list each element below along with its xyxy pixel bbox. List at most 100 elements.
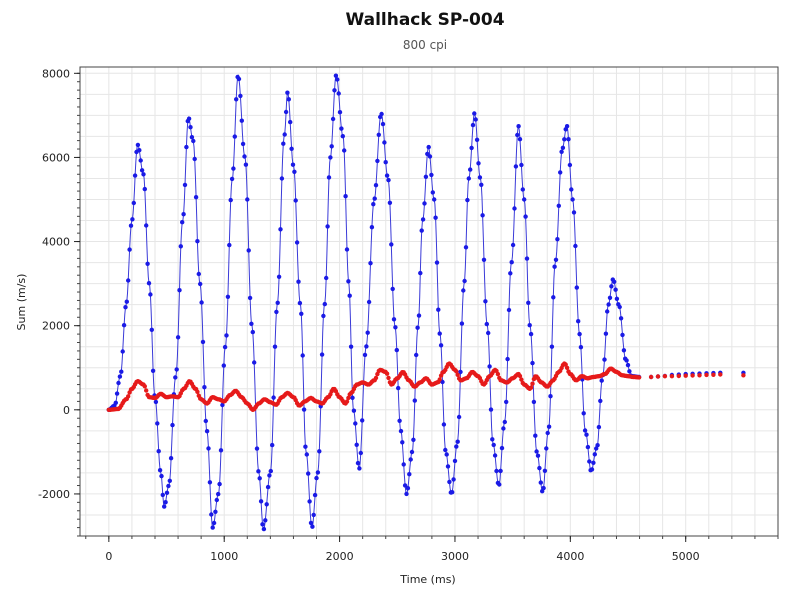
blue-data-point — [373, 183, 379, 188]
blue-data-point — [257, 476, 262, 481]
blue-data-point — [260, 522, 265, 527]
blue-data-point — [348, 344, 354, 349]
blue-data-point — [168, 456, 174, 461]
blue-data-point — [441, 422, 447, 427]
blue-data-point — [505, 356, 510, 362]
blue-data-point — [426, 144, 431, 150]
blue-data-point — [510, 242, 516, 248]
blue-data-point — [239, 118, 244, 123]
red-data-point — [697, 373, 702, 378]
blue-data-point — [375, 158, 380, 164]
blue-data-point — [263, 518, 268, 523]
red-data-point — [662, 374, 668, 379]
blue-data-point — [234, 97, 239, 102]
blue-data-point — [307, 499, 312, 504]
blue-data-point — [465, 197, 470, 203]
blue-data-point — [296, 279, 301, 284]
blue-data-point — [229, 176, 235, 182]
blue-data-point — [246, 248, 251, 253]
blue-data-point — [576, 319, 581, 324]
blue-data-point — [214, 497, 219, 503]
plot-frame — [79, 66, 779, 537]
red-data-point — [437, 377, 442, 382]
blue-data-point — [454, 444, 459, 449]
blue-data-point — [606, 302, 611, 307]
axes: -2000 0 2000 4000 6000 8000 0 1000 2000 3000 4000 5… — [38, 67, 779, 563]
blue-data-point — [393, 325, 398, 330]
blue-data-point — [614, 296, 620, 301]
blue-data-point — [127, 247, 132, 252]
blue-data-point — [440, 379, 445, 385]
blue-data-point — [437, 331, 442, 336]
blue-data-point — [594, 446, 599, 451]
blue-data-point — [195, 239, 200, 244]
blue-data-point — [390, 286, 395, 292]
blue-data-point — [473, 117, 478, 122]
x-tick-label: 5000 — [672, 550, 700, 563]
chart-subtitle: 800 cpi — [402, 38, 448, 52]
blue-data-point — [522, 197, 527, 202]
blue-data-point — [329, 144, 334, 149]
blue-data-point — [581, 411, 586, 416]
blue-data-point — [443, 447, 448, 453]
blue-data-point — [117, 374, 123, 379]
blue-data-point — [609, 284, 614, 289]
blue-data-point — [498, 468, 503, 474]
red-data-point — [741, 373, 746, 378]
blue-data-point — [396, 385, 401, 391]
blue-data-point — [612, 279, 617, 284]
blue-data-point — [411, 437, 416, 442]
blue-data-point — [252, 360, 257, 365]
blue-data-point — [618, 316, 624, 321]
blue-data-point — [288, 119, 293, 125]
blue-data-point — [587, 459, 592, 464]
blue-data-point — [340, 134, 345, 139]
blue-data-point — [355, 460, 361, 466]
blue-data-point — [387, 200, 393, 205]
blue-data-point — [509, 260, 514, 265]
blue-data-point — [491, 442, 496, 448]
blue-data-point — [553, 257, 559, 262]
blue-data-point — [193, 195, 199, 200]
blue-data-point — [535, 453, 541, 458]
blue-data-point — [512, 206, 517, 211]
blue-data-point — [362, 352, 368, 358]
blue-data-point — [474, 137, 480, 142]
blue-data-point — [270, 442, 275, 448]
blue-data-point — [120, 349, 125, 354]
blue-data-point — [409, 449, 415, 455]
red-data-point — [519, 377, 524, 382]
blue-data-point — [427, 154, 433, 159]
blue-data-point — [231, 166, 236, 171]
x-tick-label: 2000 — [326, 550, 354, 563]
blue-data-point — [289, 146, 294, 151]
blue-data-point — [346, 279, 351, 284]
data-points — [106, 73, 746, 532]
blue-data-point — [391, 317, 397, 322]
blue-data-point — [245, 197, 250, 202]
blue-data-point — [265, 484, 271, 490]
blue-data-point — [278, 227, 283, 232]
blue-data-point — [123, 305, 128, 310]
blue-data-point — [272, 344, 278, 349]
blue-data-point — [617, 304, 622, 310]
blue-data-point — [436, 307, 441, 312]
red-data-point — [195, 389, 200, 394]
blue-data-point — [497, 482, 502, 487]
blue-data-point — [220, 402, 225, 408]
blue-data-point — [585, 444, 591, 450]
red-data-point — [669, 374, 675, 379]
blue-data-point — [210, 525, 215, 530]
blue-data-point — [160, 492, 165, 498]
blue-data-point — [225, 294, 231, 299]
red-data-point — [564, 365, 570, 370]
x-tick-label: 3000 — [441, 550, 469, 563]
blue-data-point — [213, 509, 218, 514]
blue-data-point — [574, 285, 579, 290]
blue-data-point — [247, 295, 253, 301]
blue-data-point — [264, 502, 269, 507]
blue-data-point — [332, 88, 337, 93]
blue-data-point — [468, 167, 473, 172]
blue-data-point — [573, 243, 578, 249]
